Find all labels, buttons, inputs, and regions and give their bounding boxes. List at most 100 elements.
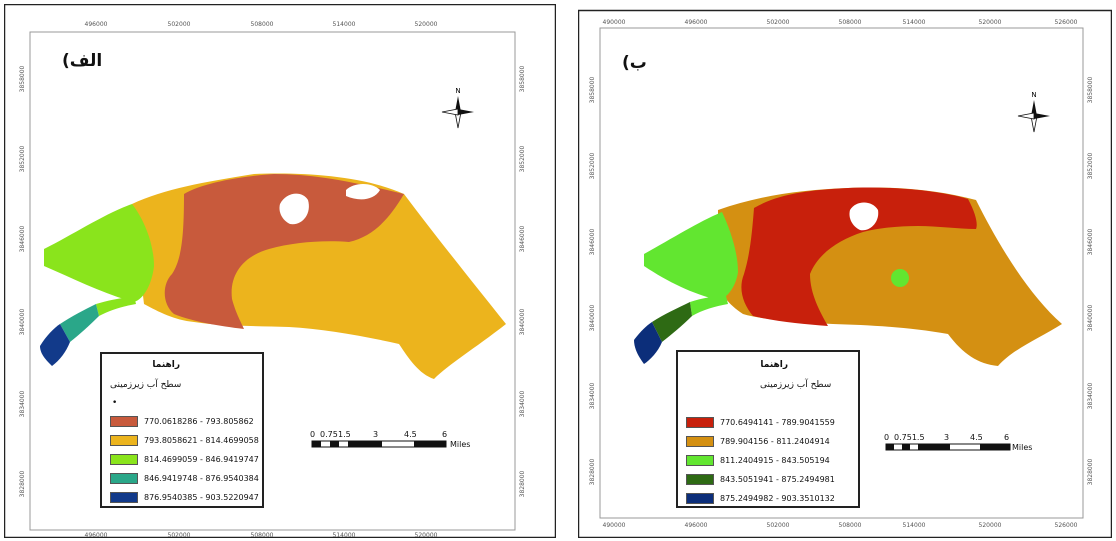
x-tick: 514000 [903, 19, 926, 26]
y-tick: 3834000 [1087, 382, 1094, 409]
y-tick: 3858000 [19, 65, 26, 92]
zone-b-1 [741, 187, 977, 326]
scale-tick: 4.5 [970, 433, 983, 442]
legend-swatch [110, 434, 138, 446]
legend-title: راهنما [760, 360, 788, 370]
y-tick: 3834000 [589, 382, 596, 409]
scale-tick: 4.5 [404, 430, 417, 439]
legend-swatch [686, 473, 714, 485]
legend-item: 875.2494982 - 903.3510132 [686, 492, 835, 504]
map-frame-a: 496000 502000 508000 514000 520000 49600… [4, 4, 556, 538]
x-tick: 502000 [767, 19, 790, 26]
y-ticks-left-a: 3858000 3852000 3846000 3840000 3834000 … [19, 65, 26, 497]
x-ticks-top-a: 496000 502000 508000 514000 520000 [85, 21, 438, 28]
legend-swatch [110, 453, 138, 465]
y-tick: 3828000 [1087, 458, 1094, 485]
x-tick: 496000 [85, 532, 108, 538]
y-tick: 3852000 [19, 145, 26, 172]
scale-bar-b: 0 0.751.5 3 4.5 6 Miles [884, 433, 1032, 452]
y-tick: 3858000 [589, 76, 596, 103]
zone-b-5 [634, 322, 662, 364]
x-tick: 514000 [333, 532, 356, 538]
corridor-b [690, 296, 728, 316]
legend-swatch [686, 492, 714, 504]
y-tick: 3846000 [589, 228, 596, 255]
x-tick: 502000 [168, 532, 191, 538]
y-tick: 3834000 [519, 390, 526, 417]
x-tick: 508000 [251, 532, 274, 538]
scale-tick: 0.75 [320, 430, 338, 439]
legend-subtitle: سطح آب زیرزمینی [110, 380, 182, 390]
x-tick: 502000 [767, 522, 790, 529]
x-tick: 508000 [251, 21, 274, 28]
scale-unit: Miles [450, 440, 470, 449]
x-ticks-bottom-a: 496000 502000 508000 514000 520000 [85, 532, 438, 538]
north-arrow-icon: N [1017, 91, 1050, 133]
x-tick: 514000 [333, 21, 356, 28]
y-ticks-right-a: 3858000 3852000 3846000 3840000 3834000 … [519, 65, 526, 497]
legend-swatch [110, 472, 138, 484]
y-tick: 3858000 [519, 65, 526, 92]
x-tick: 490000 [603, 19, 626, 26]
x-tick: 520000 [415, 532, 438, 538]
x-tick: 508000 [839, 522, 862, 529]
x-ticks-bottom-b: 490000 496000 502000 508000 514000 52000… [603, 522, 1078, 529]
x-ticks-top-b: 490000 496000 502000 508000 514000 52000… [603, 19, 1078, 26]
zone-b-4 [652, 302, 692, 342]
y-tick: 3840000 [1087, 304, 1094, 331]
y-tick: 3858000 [1087, 76, 1094, 103]
legend-label: 793.8058621 - 814.4699058 [144, 435, 259, 445]
hole-b-1 [849, 202, 879, 231]
north-label: N [1031, 91, 1036, 99]
y-tick: 3846000 [519, 225, 526, 252]
legend-item: 814.4699059 - 846.9419747 [110, 453, 259, 465]
scale-unit: Miles [1012, 443, 1032, 452]
y-tick: 3828000 [19, 470, 26, 497]
map-panel-a: 496000 502000 508000 514000 520000 49600… [4, 4, 556, 538]
legend-label: 876.9540385 - 903.5220947 [144, 492, 259, 502]
y-tick: 3852000 [519, 145, 526, 172]
scale-tick: 6 [1004, 433, 1009, 442]
legend-label: 770.6494141 - 789.9041559 [720, 417, 835, 427]
legend-label: 814.4699059 - 846.9419747 [144, 454, 259, 464]
x-tick: 496000 [685, 19, 708, 26]
x-tick: 514000 [903, 522, 926, 529]
y-tick: 3840000 [19, 308, 26, 335]
y-ticks-right-b: 3858000 3852000 3846000 3840000 3834000 … [1087, 76, 1094, 485]
legend-a: راهنما سطح آب زیرزمینی • 770.0618286 - 7… [100, 352, 264, 508]
y-tick: 3852000 [589, 152, 596, 179]
north-label: N [455, 87, 460, 95]
legend-swatch [686, 416, 714, 428]
x-tick: 496000 [85, 21, 108, 28]
legend-item: 789.904156 - 811.2404914 [686, 435, 830, 447]
legend-label: 875.2494982 - 903.3510132 [720, 493, 835, 503]
scale-tick: 0 [310, 430, 315, 439]
hole-a-1 [279, 193, 309, 225]
scale-tick: 1.5 [338, 430, 351, 439]
north-arrow-icon: N [441, 87, 474, 129]
legend-label: 770.0618286 - 793.805862 [144, 416, 254, 426]
y-tick: 3840000 [519, 308, 526, 335]
legend-label: 843.5051941 - 875.2494981 [720, 474, 835, 484]
scale-bar-a: 0 0.75 1.5 3 4.5 6 Miles [310, 430, 470, 449]
zone-a-1 [164, 174, 404, 329]
legend-item: 770.0618286 - 793.805862 [110, 415, 254, 427]
y-tick: 3846000 [1087, 228, 1094, 255]
legend-swatch [110, 491, 138, 503]
legend-subtitle: سطح آب زیرزمینی [760, 380, 832, 390]
legend-title: راهنما [152, 360, 180, 370]
y-tick: 3852000 [1087, 152, 1094, 179]
scale-tick: 3 [944, 433, 949, 442]
map-extent-b [634, 187, 1062, 366]
legend-item: 770.6494141 - 789.9041559 [686, 416, 835, 428]
zone-a-5 [40, 324, 70, 366]
x-tick: 490000 [603, 522, 626, 529]
y-ticks-left-b: 3858000 3852000 3846000 3840000 3834000 … [589, 76, 596, 485]
x-tick: 508000 [839, 19, 862, 26]
legend-swatch [686, 454, 714, 466]
zone-b-3-spot [891, 269, 909, 287]
x-tick: 496000 [685, 522, 708, 529]
legend-label: 846.9419748 - 876.9540384 [144, 473, 259, 483]
corridor-a [96, 296, 136, 316]
legend-item: 811.2404915 - 843.505194 [686, 454, 830, 466]
